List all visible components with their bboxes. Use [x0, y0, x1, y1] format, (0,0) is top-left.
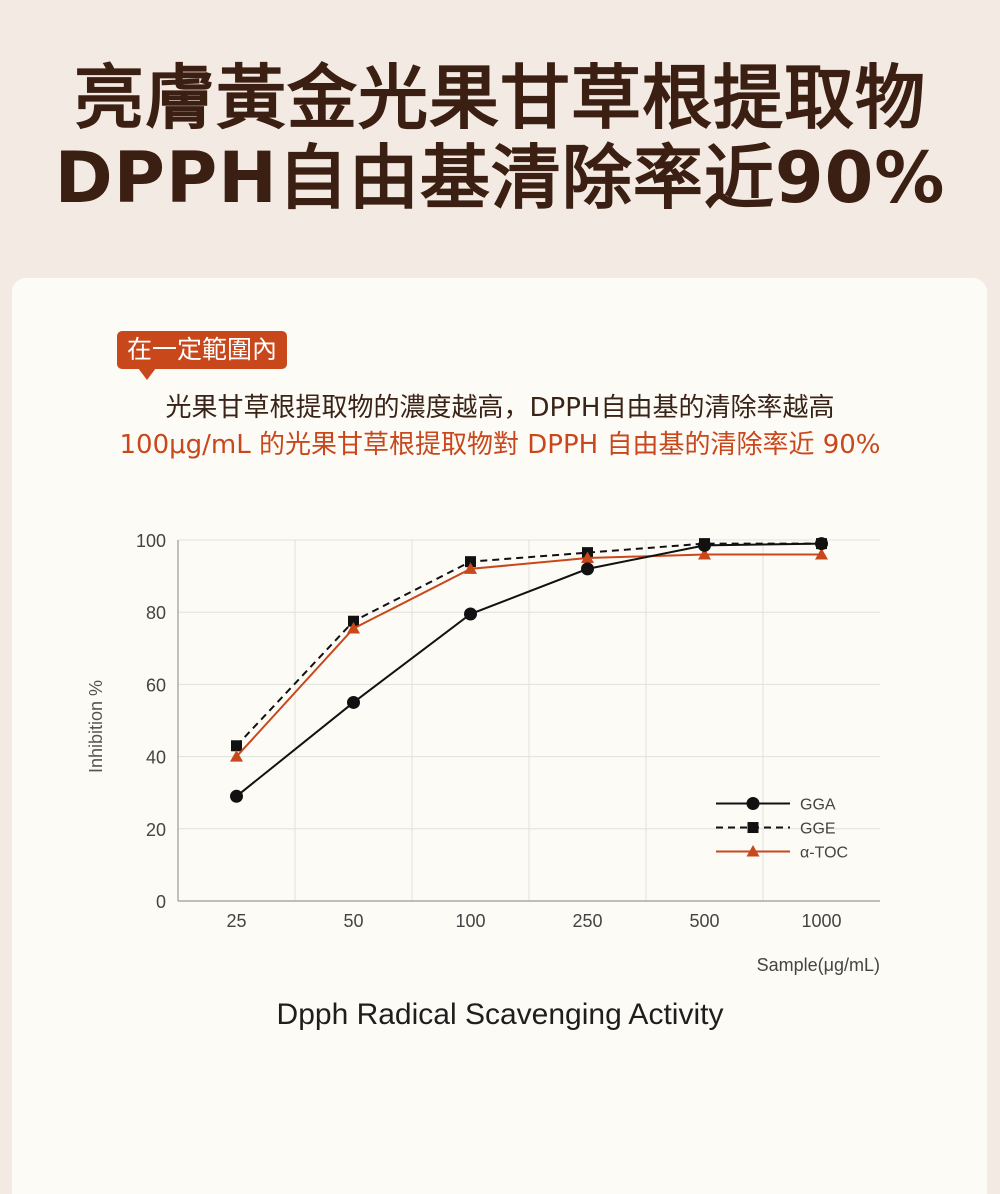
data-point-α-TOC [581, 551, 594, 564]
y-tick-label: 20 [146, 820, 166, 840]
x-tick-label: 1000 [801, 911, 841, 931]
data-point-GGE [231, 740, 242, 752]
x-axis-label: Sample(μg/mL) [757, 955, 880, 975]
y-tick-label: 100 [136, 531, 166, 551]
content-card [12, 278, 987, 1194]
data-point-α-TOC [230, 750, 243, 762]
data-point-GGA [230, 789, 243, 803]
x-tick-label: 100 [455, 911, 485, 931]
description-line-2: 100μg/mL 的光果甘草根提取物對 DPPH 自由基的清除率近 90% [119, 430, 881, 460]
headline: 亮膚黃金光果甘草根提取物 DPPH自由基清除率近90% [0, 58, 1000, 218]
data-point-GGE [348, 615, 359, 627]
headline-line-2: DPPH自由基清除率近90% [54, 137, 946, 219]
data-point-GGA [347, 695, 360, 709]
data-point-GGA [581, 562, 594, 576]
x-tick-label: 50 [343, 911, 363, 931]
legend-label: GGE [800, 821, 836, 838]
series-line-α-TOC [235, 553, 822, 758]
dpph-chart: 0 20 40 60 80 100 25 50 100 250 500 1000 Sample(μg/m… [86, 531, 880, 975]
data-point-α-TOC [464, 562, 477, 574]
range-tag-pointer [138, 368, 156, 380]
description-line-1: 光果甘草根提取物的濃度越高，DPPH自由基的清除率越高 [165, 393, 835, 423]
data-point-GGE [465, 556, 476, 568]
range-tag: 在一定範圍內 [117, 331, 288, 369]
data-point-α-TOC [698, 547, 711, 560]
legend-marker-α-TOC [746, 845, 760, 857]
data-point-GGA [464, 607, 477, 621]
y-tick-label: 60 [146, 675, 166, 695]
data-point-α-TOC [815, 547, 828, 560]
x-tick-label: 25 [226, 911, 246, 931]
data-point-GGA [815, 537, 828, 551]
y-tick-label: 40 [146, 748, 166, 768]
headline-line-1: 亮膚黃金光果甘草根提取物 [74, 57, 926, 139]
legend-marker-GGE [747, 822, 759, 834]
y-axis-label: Inhibition % [86, 680, 106, 773]
series-line-GGE [235, 542, 822, 747]
legend-label: GGA [800, 797, 836, 814]
series-line-GGA [235, 542, 822, 798]
y-tick-label: 80 [146, 603, 166, 623]
data-point-α-TOC [347, 621, 360, 634]
y-tick-label: 0 [156, 892, 166, 912]
x-tick-label: 500 [689, 911, 719, 931]
legend-marker-GGA [746, 797, 760, 811]
chart-title: Dpph Radical Scavenging Activity [276, 998, 724, 1031]
data-point-GGA [698, 538, 711, 552]
x-tick-label: 250 [572, 911, 602, 931]
legend-label: α-TOC [800, 845, 848, 862]
